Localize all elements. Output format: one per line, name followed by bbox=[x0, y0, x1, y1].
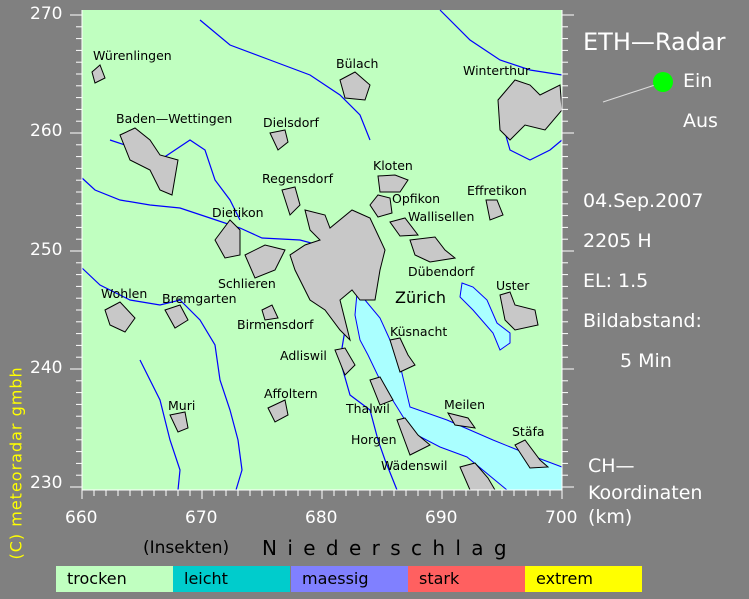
town-label: Regensdorf bbox=[262, 171, 333, 186]
toggle-off-button[interactable]: Aus bbox=[683, 110, 718, 132]
elevation-text: EL: 1.5 bbox=[583, 270, 649, 292]
town-area-thalwil bbox=[369, 376, 394, 406]
town-area-dielsdorf bbox=[269, 129, 289, 151]
x-tick-label: 680 bbox=[305, 508, 338, 528]
river-rhine bbox=[439, 9, 563, 76]
town-label: Affoltern bbox=[264, 386, 318, 401]
legend-title: N i e d e r s c h l a g bbox=[262, 536, 509, 560]
town-area-effretikon bbox=[485, 199, 504, 221]
lake-greifensee bbox=[459, 282, 511, 351]
town-area-birmensdorf bbox=[261, 304, 279, 321]
town-area-meilen bbox=[446, 412, 477, 429]
interval-label: Bildabstand: bbox=[583, 310, 702, 332]
y-tick-label: 230 bbox=[30, 473, 63, 493]
coord-label-2: Koordinaten bbox=[588, 482, 703, 504]
town-area-baden bbox=[119, 127, 179, 196]
legend-maessig: maessig bbox=[291, 566, 408, 592]
coord-label-3: (km) bbox=[588, 506, 633, 528]
time-text: 2205 H bbox=[583, 230, 652, 252]
legend-leicht: leicht bbox=[173, 566, 290, 592]
town-label: Baden—Wettingen bbox=[116, 111, 233, 126]
town-area-wohlen bbox=[104, 301, 136, 333]
town-area-stafa bbox=[514, 439, 550, 469]
town-area-muri bbox=[169, 411, 189, 433]
legend-extrem: extrem bbox=[525, 566, 642, 592]
town-label: Bülach bbox=[336, 56, 379, 71]
town-area-dietikon bbox=[214, 219, 241, 259]
town-label: Stäfa bbox=[512, 424, 545, 439]
town-area-horgen bbox=[396, 417, 431, 456]
town-area-kloten bbox=[377, 174, 409, 193]
town-label: Muri bbox=[168, 398, 196, 413]
interval-value: 5 Min bbox=[620, 350, 672, 372]
town-label: Birmensdorf bbox=[237, 317, 314, 332]
town-area-zurich bbox=[289, 209, 386, 342]
town-label: Winterthur bbox=[463, 63, 531, 78]
town-label: Effretikon bbox=[467, 183, 527, 198]
town-label: Dielsdorf bbox=[263, 115, 319, 130]
legend-trocken: trocken bbox=[56, 566, 173, 592]
river-sihl bbox=[81, 267, 243, 491]
x-tick-label: 700 bbox=[545, 508, 578, 528]
x-tick-label: 660 bbox=[65, 508, 98, 528]
insects-label: (Insekten) bbox=[143, 538, 230, 558]
town-label: Uster bbox=[496, 278, 530, 293]
axis-ticks bbox=[70, 10, 574, 499]
town-area-opfikon bbox=[369, 194, 393, 218]
town-label: Zürich bbox=[395, 288, 447, 307]
town-label: Meilen bbox=[444, 397, 486, 412]
town-area-wallisellen bbox=[389, 217, 419, 237]
radar-title: ETH—Radar bbox=[583, 28, 726, 56]
town-area-schlieren bbox=[244, 244, 286, 279]
y-tick-label: 270 bbox=[30, 4, 63, 24]
y-tick-label: 260 bbox=[30, 121, 63, 141]
legend-stark: stark bbox=[408, 566, 525, 592]
town-label: Bremgarten bbox=[162, 291, 237, 306]
town-label: Kloten bbox=[373, 158, 413, 173]
town-area-adliswil bbox=[334, 347, 356, 376]
town-area-kusnacht bbox=[389, 337, 416, 373]
town-area-wadenswil bbox=[459, 462, 496, 491]
coord-label-1: CH— bbox=[588, 455, 635, 477]
town-label: Würenlingen bbox=[93, 48, 172, 63]
river-north bbox=[199, 19, 371, 141]
town-area-dubendorf bbox=[409, 236, 457, 263]
river-töss bbox=[499, 114, 563, 161]
town-label: Schlieren bbox=[218, 276, 276, 291]
town-area-bulach bbox=[339, 71, 371, 101]
town-area-bremgarten bbox=[164, 304, 189, 329]
town-label: Wohlen bbox=[101, 286, 148, 301]
town-label: Wädenswil bbox=[381, 458, 448, 473]
town-label: Horgen bbox=[351, 432, 397, 447]
town-label: Thalwil bbox=[346, 401, 390, 416]
y-tick-label: 240 bbox=[30, 358, 63, 378]
x-tick-label: 670 bbox=[185, 508, 218, 528]
date-text: 04.Sep.2007 bbox=[583, 190, 704, 212]
copyright-text: (C) meteoradar gmbh bbox=[6, 366, 26, 560]
town-label: Adliswil bbox=[280, 348, 327, 363]
town-label: Dietikon bbox=[212, 205, 264, 220]
town-label: Küsnacht bbox=[390, 324, 448, 339]
river-west bbox=[139, 359, 181, 491]
town-label: Wallisellen bbox=[408, 209, 475, 224]
town-area-wurenlingen bbox=[91, 64, 106, 84]
town-label: Dübendorf bbox=[408, 264, 475, 279]
town-area-affoltern bbox=[267, 399, 289, 423]
town-label: Opfikon bbox=[392, 191, 441, 206]
town-area-uster bbox=[499, 291, 539, 331]
town-area-regensdorf bbox=[281, 186, 301, 216]
toggle-on-indicator bbox=[653, 72, 673, 92]
x-tick-label: 690 bbox=[425, 508, 458, 528]
toggle-on-button[interactable]: Ein bbox=[683, 70, 713, 92]
y-tick-label: 250 bbox=[30, 240, 63, 260]
antenna-line bbox=[602, 84, 656, 103]
